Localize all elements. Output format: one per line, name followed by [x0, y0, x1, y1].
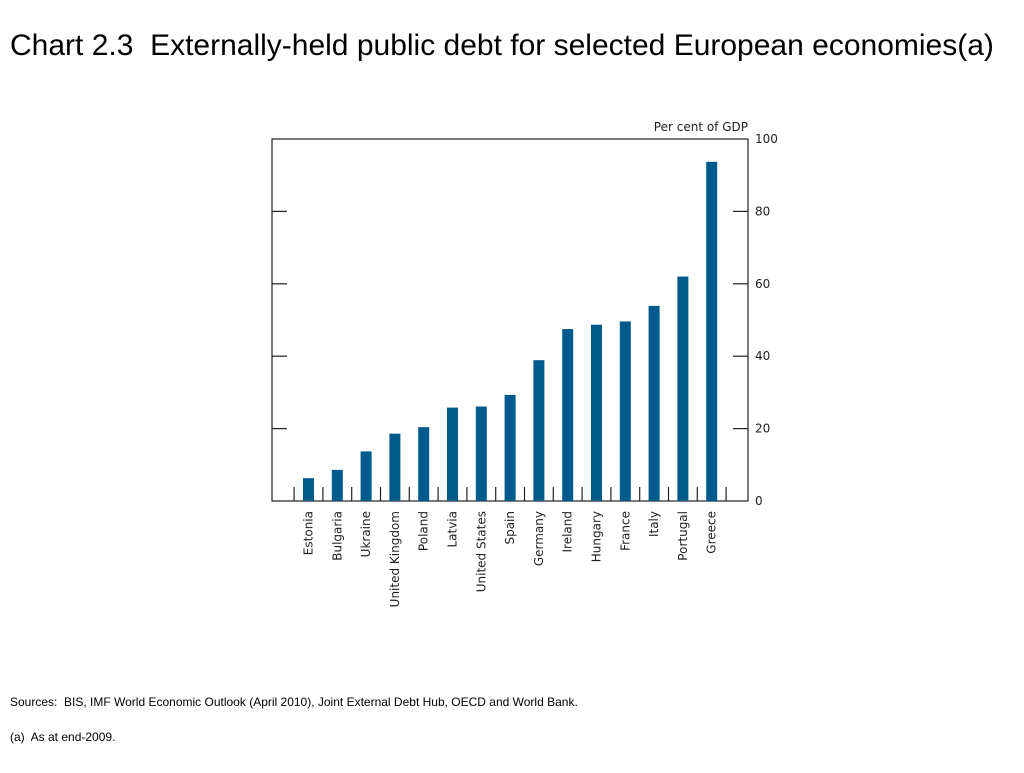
y-tick-label: 100	[755, 132, 778, 146]
x-tick-label: Estonia	[302, 511, 316, 555]
bar	[475, 406, 487, 501]
x-tick-label: United Kingdom	[388, 511, 402, 607]
x-tick-label: Spain	[503, 511, 517, 545]
x-tick-label: Germany	[532, 511, 546, 566]
x-tick-label: Bulgaria	[330, 511, 344, 561]
bar	[533, 360, 545, 501]
y-axis: 0 20 40 60 80 100	[272, 132, 778, 508]
x-tick-label: Ukraine	[359, 511, 373, 557]
x-tick-label: Italy	[647, 511, 661, 537]
bar	[331, 469, 343, 501]
y-axis-label: Per cent of GDP	[654, 120, 748, 134]
bar	[418, 427, 430, 501]
slide-title: Chart 2.3 Externally-held public debt fo…	[10, 29, 994, 62]
bar	[504, 394, 516, 501]
x-tick-label: Ireland	[561, 511, 575, 553]
bar	[591, 324, 602, 501]
bar	[706, 161, 718, 501]
bar	[562, 329, 574, 501]
x-tick-label: France	[618, 511, 632, 551]
x-tick-label: Portugal	[676, 511, 690, 561]
x-tick-label: Latvia	[446, 511, 460, 548]
sources-note: Sources: BIS, IMF World Economic Outlook…	[10, 695, 578, 709]
bar	[619, 321, 631, 501]
x-axis: Estonia Bulgaria Ukraine United Kingdom Pola…	[293, 487, 727, 607]
bar	[648, 305, 660, 501]
y-tick-label: 0	[755, 494, 763, 508]
x-tick-label: Greece	[705, 511, 719, 554]
bar	[360, 451, 372, 501]
bar	[677, 276, 689, 501]
bar	[447, 407, 458, 501]
bar	[303, 478, 314, 501]
y-tick-label: 40	[755, 349, 770, 363]
x-tick-label: Poland	[417, 511, 431, 551]
bar	[389, 433, 401, 501]
footnote-a: (a) As at end-2009.	[10, 730, 116, 744]
y-tick-label: 80	[755, 204, 770, 218]
x-tick-label: Hungary	[590, 511, 604, 562]
bars-group	[303, 161, 718, 501]
x-tick-label: United States	[474, 511, 488, 592]
y-tick-label: 20	[755, 422, 770, 436]
y-tick-label: 60	[755, 277, 770, 291]
